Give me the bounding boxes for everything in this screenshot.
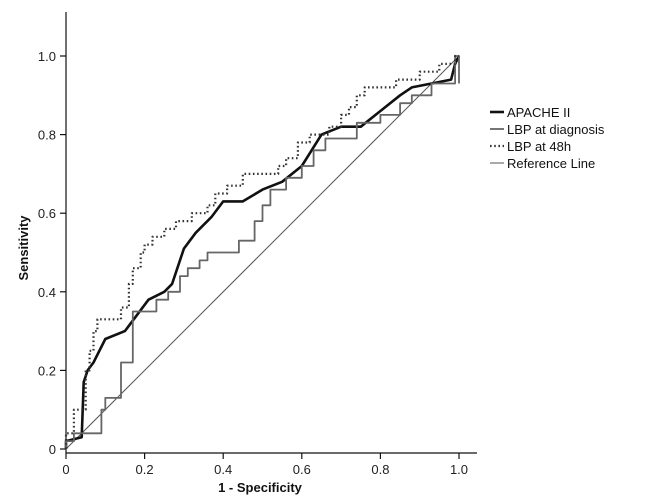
y-tick-label: 0.2: [38, 363, 56, 378]
legend-item: APACHE II: [490, 105, 570, 120]
series-lbp-at-48h-line: [64, 54, 459, 449]
axis-ticks: 0 0.2 0.4 0.6 0.8 1.0 0 0.2 0.4 0.6 0.8 1.0: [38, 49, 468, 477]
x-tick-label: 0.4: [214, 462, 232, 477]
y-axis-label: Sensitivity: [16, 215, 31, 281]
series-apache-ii-line: [64, 55, 461, 449]
legend-label: Reference Line: [507, 156, 595, 171]
x-tick-label: 0.6: [293, 462, 311, 477]
x-tick-label: 0.8: [371, 462, 389, 477]
legend-item: LBP at diagnosis: [490, 122, 605, 137]
y-tick-label: 0.6: [38, 206, 56, 221]
legend-item: Reference Line: [490, 156, 595, 171]
legend: APACHE II LBP at diagnosis LBP at 48h Refer…: [490, 105, 605, 171]
x-tick-label: 1.0: [450, 462, 468, 477]
y-tick-label: 0.4: [38, 285, 56, 300]
plot-area: [64, 54, 461, 450]
y-tick-label: 0.8: [38, 128, 56, 143]
x-tick-label: 0: [62, 462, 69, 477]
series-lbp-at-diagnosis-line: [65, 55, 460, 449]
y-tick-label: 0: [49, 442, 56, 457]
x-axis-label: 1 - Specificity: [218, 480, 303, 495]
legend-label: APACHE II: [507, 105, 570, 120]
legend-label: LBP at 48h: [507, 139, 571, 154]
series-reference-line-line: [65, 55, 460, 450]
legend-label: LBP at diagnosis: [507, 122, 605, 137]
x-tick-label: 0.2: [136, 462, 154, 477]
y-tick-label: 1.0: [38, 49, 56, 64]
legend-item: LBP at 48h: [490, 139, 571, 154]
